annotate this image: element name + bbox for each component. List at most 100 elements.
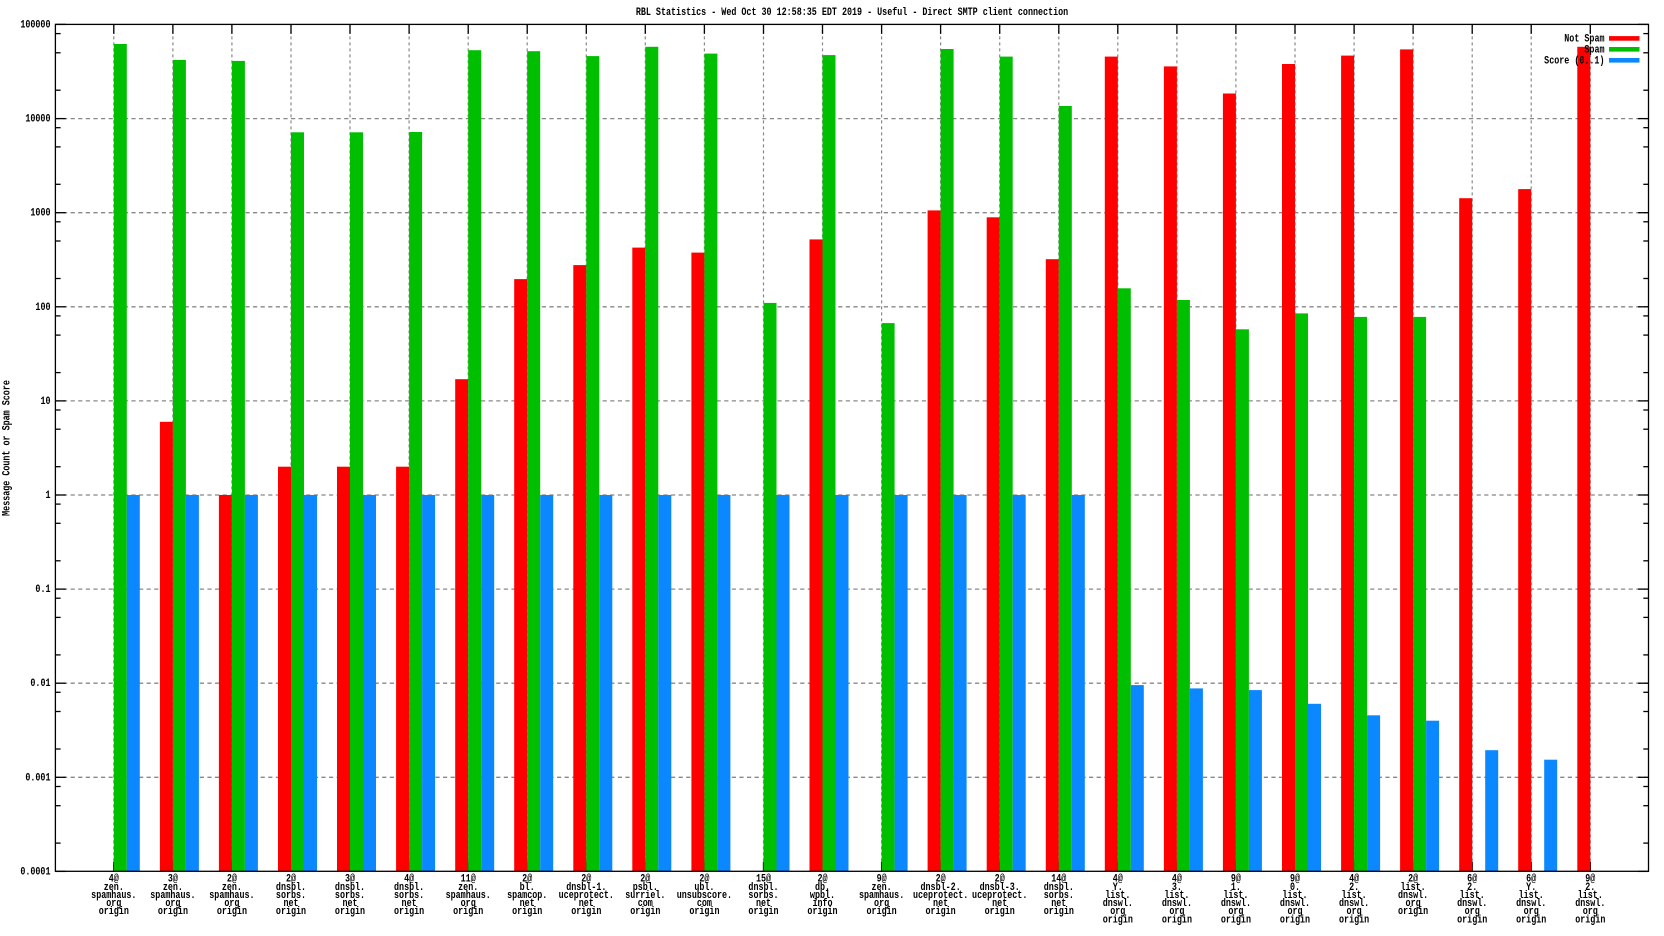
svg-text:dnsbl.: dnsbl. [276,881,306,895]
svg-text:uceprotect.: uceprotect. [913,890,968,903]
svg-text:Not Spam: Not Spam [1564,33,1604,46]
svg-text:net: net [1051,898,1066,911]
svg-text:3.: 3. [1172,882,1182,895]
svg-text:list.: list. [1164,889,1189,903]
svg-text:zen.: zen. [163,882,183,895]
svg-text:3@: 3@ [345,872,355,886]
svg-text:org: org [1169,906,1184,919]
svg-text:net: net [756,898,771,911]
svg-text:net: net [283,898,298,911]
svg-text:spamhaus.: spamhaus. [209,889,254,903]
svg-text:org: org [1347,906,1362,919]
svg-text:origin: origin [99,905,129,919]
svg-text:unsubscore.: unsubscore. [677,889,732,903]
svg-text:10: 10 [40,396,50,409]
svg-text:100000: 100000 [20,19,50,32]
svg-text:dnswl.: dnswl. [1457,897,1487,911]
svg-text:net: net [992,898,1007,911]
svg-text:net: net [933,898,948,911]
svg-text:dnswl.: dnswl. [1221,897,1251,911]
svg-text:wpbl.: wpbl. [810,889,835,903]
svg-text:Message Count or Spam Score: Message Count or Spam Score [2,380,15,516]
svg-text:psbl.: psbl. [633,881,658,895]
svg-text:dnsbl.: dnsbl. [748,881,778,895]
svg-text:4@: 4@ [109,872,119,886]
svg-text:sorbs.: sorbs. [1044,889,1074,903]
svg-text:9@: 9@ [1290,872,1300,886]
svg-text:9@: 9@ [1231,872,1241,886]
svg-text:origin: origin [158,905,188,919]
svg-text:origin: origin [630,905,660,919]
svg-text:RBL Statistics - Wed Oct 30 12: RBL Statistics - Wed Oct 30 12:58:35 EDT… [636,6,1068,20]
svg-text:origin: origin [926,905,956,919]
svg-text:2@: 2@ [699,872,709,886]
svg-text:origin: origin [1103,913,1133,927]
svg-text:org: org [1287,906,1302,919]
svg-text:0.0001: 0.0001 [20,866,50,879]
svg-text:zen.: zen. [104,882,124,895]
svg-text:com: com [638,898,653,911]
svg-text:2@: 2@ [522,872,532,886]
svg-text:list.: list. [1519,889,1544,903]
svg-text:2@: 2@ [1408,872,1418,886]
svg-text:6@: 6@ [1467,872,1477,886]
svg-text:origin: origin [867,905,897,919]
svg-text:2.: 2. [1349,882,1359,895]
svg-text:0.1: 0.1 [35,584,50,597]
svg-text:2.: 2. [1467,882,1477,895]
svg-text:2@: 2@ [817,872,827,886]
svg-text:org: org [1465,906,1480,919]
svg-text:origin: origin [1044,905,1074,919]
svg-text:org: org [874,898,889,911]
svg-text:Y.: Y. [1526,882,1536,895]
svg-text:list.: list. [1578,889,1603,903]
svg-text:spamhaus.: spamhaus. [859,889,904,903]
svg-text:list.: list. [1105,889,1130,903]
svg-text:origin: origin [1516,913,1546,927]
svg-text:dnswl.: dnswl. [1398,889,1428,903]
svg-text:1.: 1. [1231,882,1241,895]
svg-text:org: org [1406,898,1421,911]
svg-text:100: 100 [35,302,50,315]
svg-text:uceprotect.: uceprotect. [972,890,1027,903]
svg-text:org: org [1583,906,1598,919]
svg-text:dnswl.: dnswl. [1339,897,1369,911]
svg-text:4@: 4@ [404,872,414,886]
svg-text:origin: origin [1280,913,1310,927]
svg-text:4@: 4@ [1349,872,1359,886]
svg-text:sorbs.: sorbs. [394,889,424,903]
svg-text:surriel.: surriel. [625,889,665,903]
svg-text:origin: origin [985,905,1015,919]
svg-text:15@: 15@ [756,872,771,886]
svg-text:dnswl.: dnswl. [1103,897,1133,911]
svg-text:org: org [461,898,476,911]
svg-text:0.001: 0.001 [25,772,50,785]
svg-text:origin: origin [571,905,601,919]
svg-text:origin: origin [276,905,306,919]
svg-text:dnsbl-1.: dnsbl-1. [566,881,606,895]
svg-text:origin: origin [807,905,837,919]
svg-text:sorbs.: sorbs. [748,889,778,903]
svg-text:origin: origin [1575,913,1605,927]
svg-text:net: net [342,898,357,911]
svg-text:list.: list. [1223,889,1248,903]
svg-text:spamhaus.: spamhaus. [446,889,491,903]
svg-text:org: org [165,898,180,911]
svg-text:db.: db. [815,881,830,895]
svg-text:list.: list. [1282,889,1307,903]
svg-text:2.: 2. [1585,882,1595,895]
svg-text:10000: 10000 [25,114,50,127]
svg-text:1: 1 [45,490,50,503]
svg-text:org: org [1228,906,1243,919]
svg-text:org: org [106,898,121,911]
svg-text:net: net [402,898,417,911]
svg-text:9@: 9@ [877,872,887,886]
svg-text:dnswl.: dnswl. [1516,897,1546,911]
svg-text:bl.: bl. [520,881,535,895]
svg-text:3@: 3@ [168,872,178,886]
svg-text:origin: origin [1457,913,1487,927]
svg-text:2@: 2@ [581,872,591,886]
svg-text:2@: 2@ [640,872,650,886]
svg-text:0.01: 0.01 [30,678,50,691]
svg-text:dnswl.: dnswl. [1280,897,1310,911]
